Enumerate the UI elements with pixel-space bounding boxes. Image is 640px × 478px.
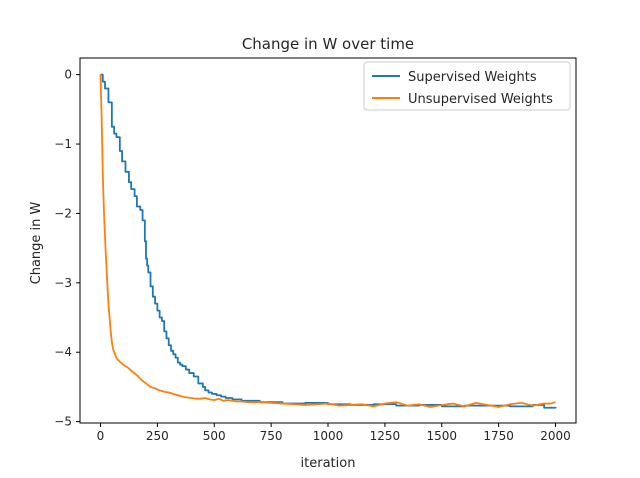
legend: Supervised Weights Unsupervised Weights (363, 61, 571, 111)
legend-label-unsupervised: Unsupervised Weights (408, 92, 553, 107)
y-tick-label: −2 (54, 206, 72, 220)
series-line-supervised (100, 73, 557, 409)
y-tick-label: 0 (64, 68, 72, 82)
x-tick-label: 2000 (540, 429, 571, 443)
x-axis-label: iteration (301, 456, 356, 471)
x-ticks: 0 250 500 750 1000 1250 1500 1750 2000 (97, 423, 571, 443)
x-tick-label: 750 (260, 429, 283, 443)
series-line-unsupervised (99, 74, 556, 408)
plot-area: 0 250 500 750 1000 1250 1500 1750 2000 0 −1 −2 −3 −4… (54, 57, 577, 443)
x-tick-label: 0 (97, 429, 105, 443)
x-tick-label: 1000 (313, 429, 344, 443)
x-tick-label: 1750 (483, 429, 514, 443)
y-tick-label: −5 (54, 415, 72, 429)
legend-box (363, 61, 571, 111)
x-tick-label: 1500 (426, 429, 457, 443)
y-ticks: 0 −1 −2 −3 −4 −5 (54, 68, 80, 429)
y-tick-label: −4 (54, 345, 72, 359)
y-tick-label: −1 (54, 137, 72, 151)
y-axis-label: Change in W (29, 201, 44, 284)
legend-label-supervised: Supervised Weights (408, 70, 537, 85)
x-tick-label: 250 (146, 429, 169, 443)
x-tick-label: 1250 (370, 429, 401, 443)
chart-title: Change in W over time (242, 35, 414, 53)
y-tick-label: −3 (54, 276, 72, 290)
x-tick-label: 500 (203, 429, 226, 443)
series-layer (99, 73, 557, 409)
